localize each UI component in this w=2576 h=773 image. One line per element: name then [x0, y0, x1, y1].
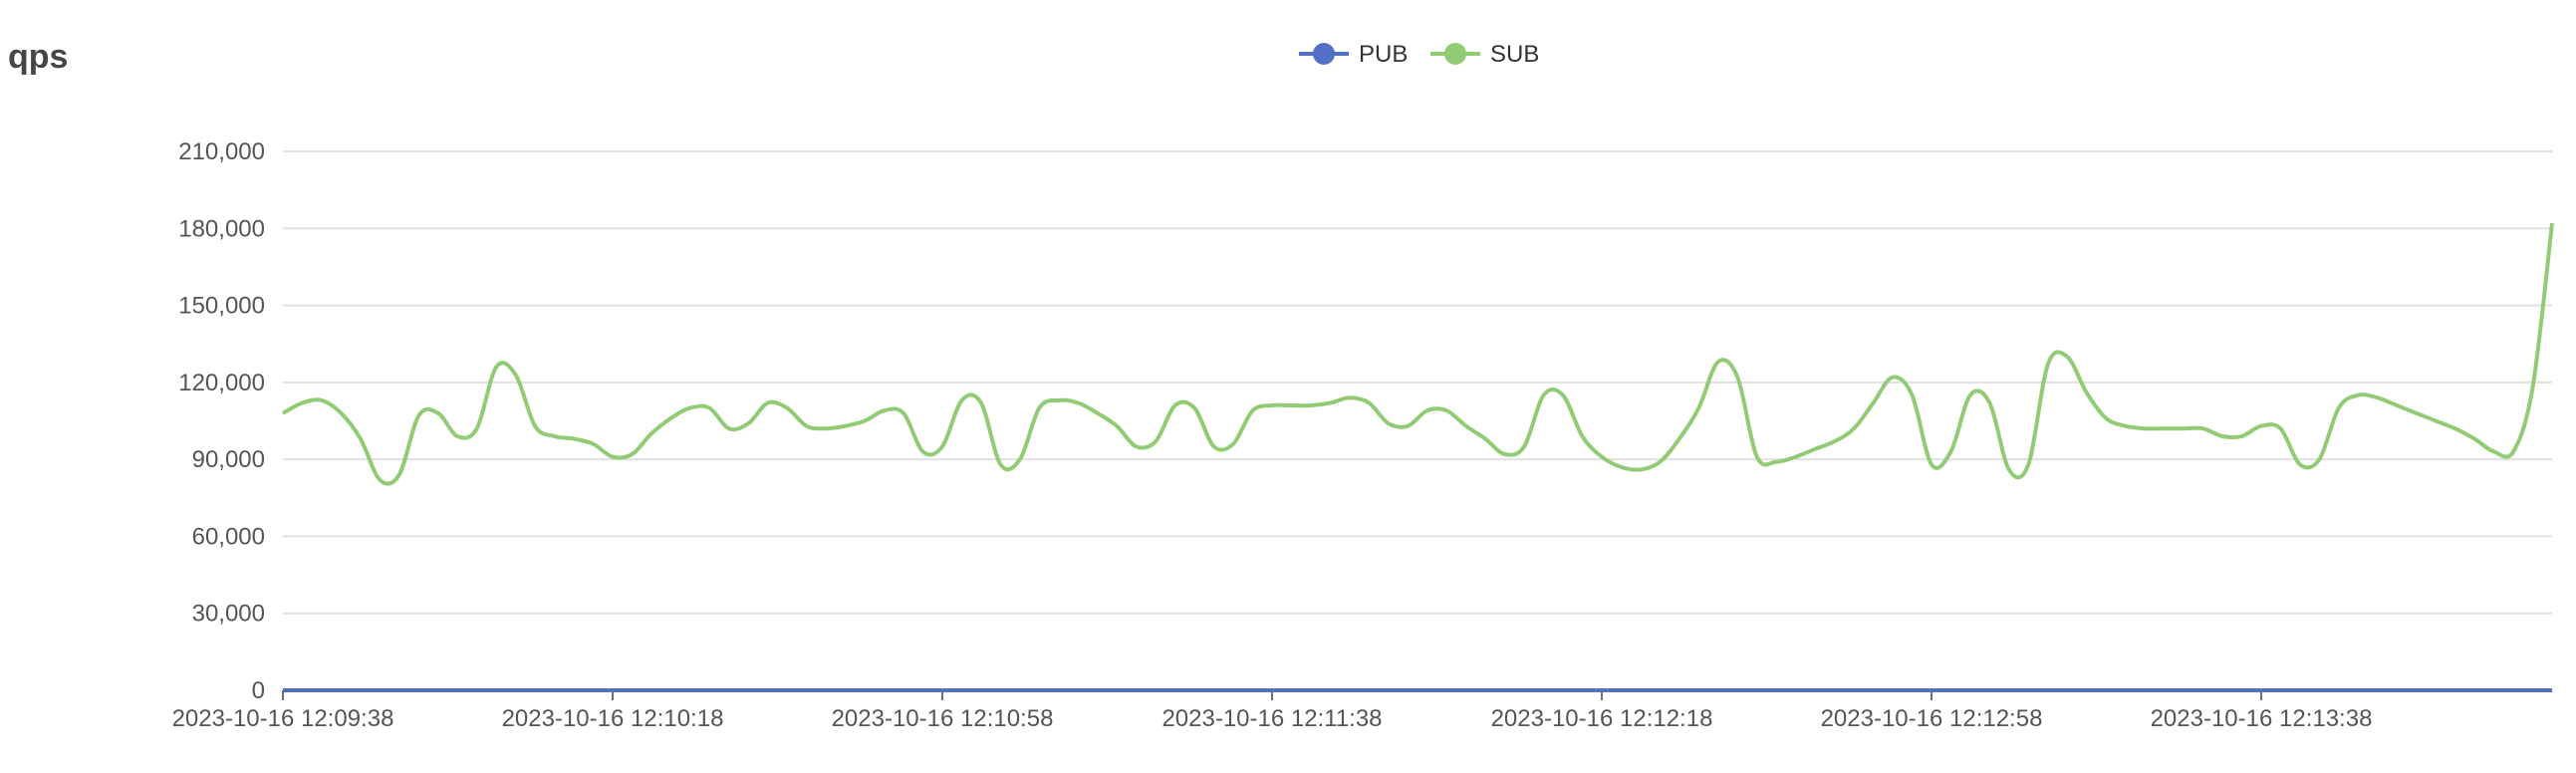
- y-tick-label: 90,000: [192, 446, 265, 473]
- chart-title: qps: [8, 38, 69, 76]
- x-tick-label: 2023-10-16 12:12:18: [1491, 705, 1713, 732]
- x-tick-label: 2023-10-16 12:12:58: [1821, 705, 2043, 732]
- x-tick-label: 2023-10-16 12:09:38: [172, 705, 394, 732]
- legend: PUB SUB: [1299, 41, 1539, 68]
- y-tick-label: 120,000: [178, 370, 265, 396]
- x-tick-label: 2023-10-16 12:11:38: [1161, 705, 1382, 732]
- x-axis: 2023-10-16 12:09:38 2023-10-16 12:10:18 20…: [172, 689, 2552, 732]
- series-line-sub: [282, 222, 2554, 486]
- y-tick-label: 210,000: [178, 138, 265, 165]
- legend-marker: [1313, 43, 1335, 65]
- x-tick-label: 2023-10-16 12:10:18: [502, 705, 724, 732]
- legend-marker: [1444, 43, 1466, 65]
- grid-lines: [283, 150, 2552, 615]
- legend-item-pub[interactable]: PUB: [1299, 41, 1408, 68]
- series-lines: [282, 222, 2554, 692]
- y-tick-label: 30,000: [192, 601, 265, 628]
- legend-label: PUB: [1359, 41, 1408, 68]
- y-tick-label: 180,000: [178, 215, 265, 242]
- y-axis-ticks: 0 30,000 60,000 90,000 120,000 150,000 180,000…: [178, 138, 265, 704]
- y-tick-label: 150,000: [178, 293, 265, 320]
- x-tick-label: 2023-10-16 12:13:38: [2151, 705, 2373, 732]
- y-tick-label: 60,000: [192, 523, 265, 550]
- legend-item-sub[interactable]: SUB: [1430, 41, 1539, 68]
- x-tick-label: 2023-10-16 12:10:58: [832, 705, 1054, 732]
- y-tick-label: 0: [252, 677, 265, 704]
- legend-label: SUB: [1490, 41, 1539, 68]
